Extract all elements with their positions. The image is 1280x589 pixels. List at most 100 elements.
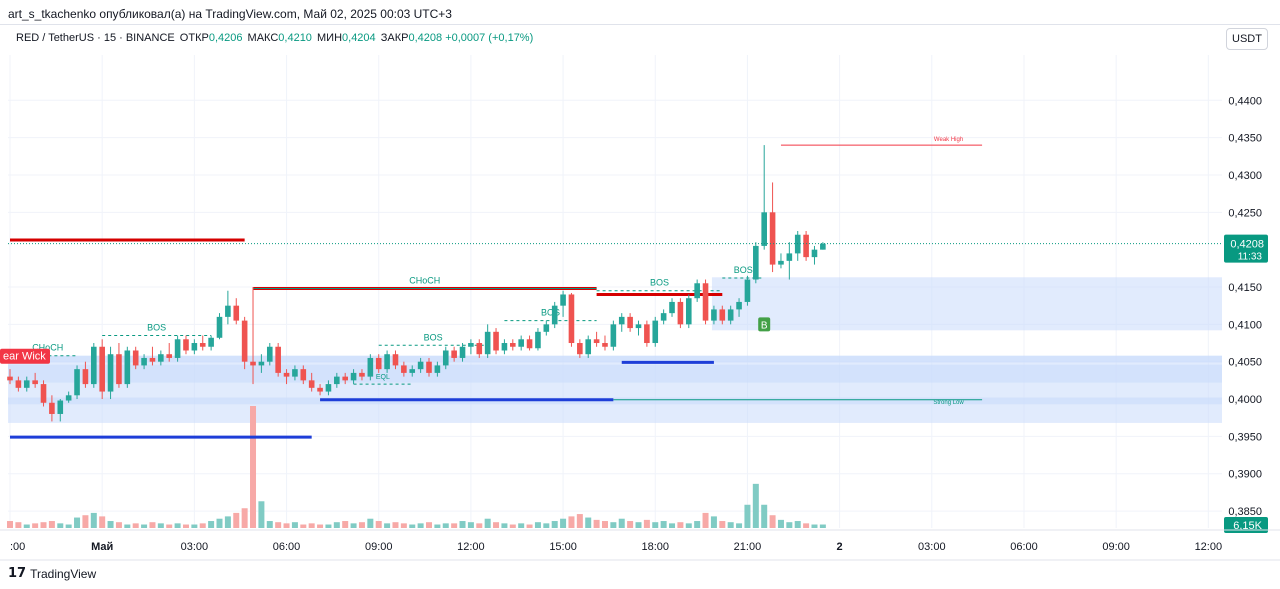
volume-bar — [442, 523, 449, 528]
candle-body — [158, 354, 164, 362]
volume-bar — [493, 522, 500, 528]
candle-body — [560, 294, 566, 306]
volume-bar — [32, 523, 39, 528]
volume-bar — [568, 516, 575, 528]
volume-bar — [819, 524, 826, 528]
buy-badge — [758, 317, 771, 332]
volume-bar — [543, 523, 550, 528]
volume-bar — [635, 522, 642, 528]
order-block-zone — [711, 277, 1222, 331]
candle-body — [183, 339, 189, 351]
volume-bar — [216, 518, 223, 528]
tradingview-logo-icon: 17 — [8, 566, 27, 581]
time-axis-label: 09:00 — [365, 541, 393, 553]
symbol-name[interactable]: RED / TetherUS · 15 · BINANCE — [16, 32, 175, 44]
candle-body — [375, 357, 382, 370]
volume-bar — [434, 524, 441, 528]
time-axis-label: 09:00 — [1102, 541, 1130, 553]
currency-button[interactable]: USDT — [1226, 28, 1268, 50]
candle-body — [57, 400, 64, 414]
candle-body — [660, 313, 667, 321]
volume-bar — [417, 523, 424, 528]
candle-body — [225, 305, 231, 317]
candle-body — [510, 343, 516, 347]
candle-body — [493, 331, 499, 351]
candle-body — [820, 243, 826, 250]
volume-bar — [677, 522, 684, 528]
candle-body — [753, 245, 759, 280]
volume-bar — [610, 522, 617, 528]
publisher-header: art_s_tkachenko опубликовал(а) на Tradin… — [8, 7, 452, 21]
volume-bar — [467, 522, 474, 528]
candle-body — [468, 343, 474, 347]
volume-bar — [409, 524, 416, 528]
volume-bar — [250, 406, 257, 528]
time-axis-label: 2 — [837, 541, 843, 553]
volume-bar — [618, 518, 625, 528]
candle-body — [744, 279, 751, 302]
price-axis-label: 0,4050 — [1228, 357, 1262, 369]
signal-badge — [0, 348, 50, 364]
volume-bar — [643, 519, 650, 528]
volume-bar — [300, 524, 307, 528]
tradingview-footer: 17 TradingView — [8, 566, 96, 581]
volume-bar — [484, 518, 491, 528]
time-axis-label: 03:00 — [181, 541, 209, 553]
volume-bar — [719, 521, 726, 528]
candle-body — [459, 346, 466, 358]
footer-brand: TradingView — [30, 566, 97, 581]
structure-label: BOS — [541, 308, 560, 318]
volume-bar — [208, 521, 215, 528]
candle-body — [727, 309, 734, 321]
candle-body — [736, 301, 742, 310]
volume-bar — [233, 512, 240, 528]
volume-bar — [57, 523, 64, 528]
volume-bar — [476, 523, 483, 528]
candle-body — [308, 380, 315, 388]
volume-bar — [627, 521, 634, 528]
candle-body — [132, 350, 139, 366]
candle-body — [350, 372, 357, 381]
close-label: ЗАКР — [380, 32, 409, 44]
volume-bar — [132, 523, 139, 528]
candle-body — [49, 402, 55, 414]
price-axis-label: 0,4300 — [1228, 170, 1262, 182]
candle-body — [191, 343, 198, 351]
open-value: 0,4206 — [208, 32, 243, 44]
candle-body — [585, 339, 592, 355]
volume-bar — [459, 521, 466, 528]
structure-label: BOS — [424, 332, 443, 342]
annotation-label: Strong Low — [933, 400, 964, 406]
time-axis-label: 18:00 — [641, 541, 669, 553]
volume-bar — [291, 522, 298, 528]
volume-bar — [761, 504, 768, 528]
volume-bar — [275, 522, 282, 528]
volume-bar — [660, 521, 667, 528]
time-axis-label: 06:00 — [273, 541, 301, 553]
candle-body — [7, 376, 13, 381]
candle-body — [317, 387, 323, 392]
candle-body — [543, 324, 550, 332]
structure-label: BOS — [650, 278, 669, 288]
volume-bar — [358, 522, 365, 528]
order-block-zone — [8, 355, 1222, 363]
volume-bar — [518, 523, 525, 528]
candle-body — [484, 331, 491, 355]
volume-bar — [90, 512, 97, 528]
candle-body — [208, 337, 214, 347]
volume-bar — [350, 523, 357, 528]
volume-bar — [551, 521, 558, 528]
candle-body — [107, 354, 114, 392]
candle-body — [778, 260, 784, 265]
candle-body — [334, 376, 340, 385]
volume-bar — [141, 524, 148, 528]
candle-body — [174, 339, 181, 358]
volume-bar — [15, 522, 22, 528]
price-axis-label: 0,4100 — [1228, 319, 1262, 331]
candle-body — [417, 361, 424, 370]
candle-body — [434, 365, 441, 373]
price-axis-label: 0,3900 — [1228, 469, 1262, 481]
volume-bar — [48, 521, 55, 528]
candle-body — [216, 316, 223, 338]
